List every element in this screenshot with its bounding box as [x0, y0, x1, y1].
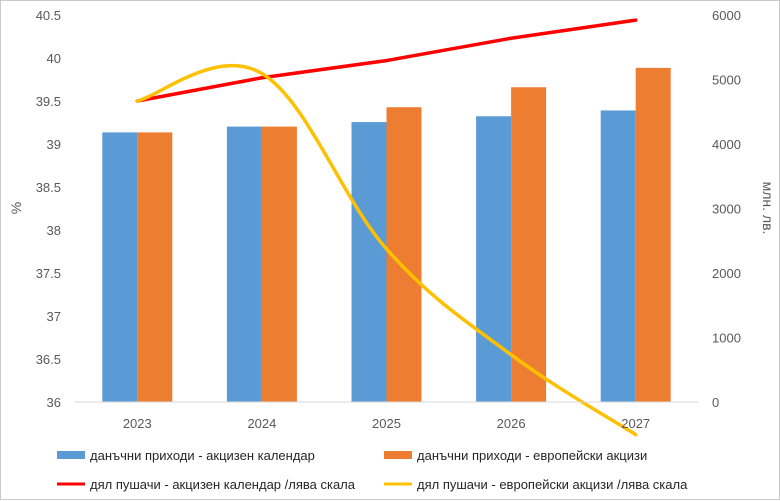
right-tick-label: 5000 — [712, 73, 741, 88]
right-tick-label: 2000 — [712, 266, 741, 281]
legend-swatch — [384, 451, 412, 459]
bar-eu-2026 — [511, 87, 547, 403]
left-tick-label: 40 — [47, 51, 61, 66]
left-tick-label: 37 — [47, 309, 61, 324]
bar-calendar-2025 — [351, 122, 387, 402]
legend-swatch — [57, 451, 85, 459]
right-axis-title: млн. лв. — [760, 182, 776, 235]
left-axis-ticks: 36 36.5 37 37.5 38 38.5 39 39.5 40 40.5 — [36, 8, 61, 410]
x-tick-label: 2027 — [621, 416, 650, 431]
x-axis-ticks: 2023 2024 2025 2026 2027 — [123, 416, 650, 431]
legend-label: данъчни приходи - европейски акцизи — [417, 448, 647, 463]
bar-calendar-2023 — [102, 132, 138, 402]
left-tick-label: 36.5 — [36, 352, 61, 367]
right-axis-ticks: 0 1000 2000 3000 4000 5000 6000 — [712, 8, 741, 410]
legend-label: данъчни приходи - акцизен календар — [90, 448, 315, 463]
left-tick-label: 37.5 — [36, 266, 61, 281]
bar-eu-2024 — [261, 126, 297, 403]
left-tick-label: 39.5 — [36, 94, 61, 109]
line-smokers-calendar — [135, 18, 638, 103]
legend-label: дял пушачи - европейски акцизи /лява ска… — [417, 477, 688, 492]
left-axis-title: % — [8, 202, 24, 214]
left-tick-label: 38 — [47, 223, 61, 238]
legend-label: дял пушачи - акцизен календар /лява скал… — [90, 477, 356, 492]
left-tick-label: 38.5 — [36, 180, 61, 195]
bar-calendar-2024 — [226, 126, 262, 403]
left-tick-label: 39 — [47, 137, 61, 152]
right-tick-label: 6000 — [712, 8, 741, 23]
bar-calendar-2027 — [600, 110, 636, 403]
right-tick-label: 0 — [712, 395, 719, 410]
left-tick-label: 36 — [47, 395, 61, 410]
line-smokers-eu — [135, 63, 638, 437]
line-layer — [135, 18, 638, 437]
bar-calendar-2026 — [476, 116, 512, 402]
bar-eu-2023 — [137, 132, 173, 402]
right-tick-label: 3000 — [712, 202, 741, 217]
bar-eu-2027 — [635, 67, 671, 402]
right-tick-label: 1000 — [712, 331, 741, 346]
legend: данъчни приходи - акцизен календар данъчн… — [57, 448, 688, 492]
x-tick-label: 2023 — [123, 416, 152, 431]
bar-layer — [102, 67, 671, 403]
x-tick-label: 2025 — [372, 416, 401, 431]
left-tick-label: 40.5 — [36, 8, 61, 23]
x-tick-label: 2026 — [497, 416, 526, 431]
right-tick-label: 4000 — [712, 137, 741, 152]
x-tick-label: 2024 — [247, 416, 276, 431]
